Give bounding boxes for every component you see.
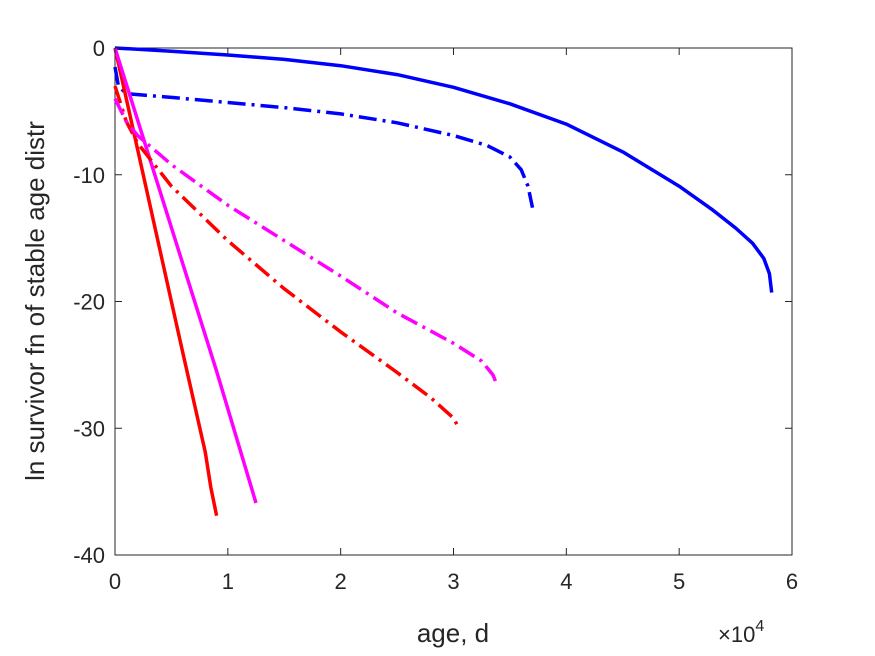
plot-area: [114, 47, 793, 556]
series-layer: [113, 46, 774, 517]
y-tick-label-3: -30: [73, 416, 105, 441]
series-line-4-solid: [113, 47, 258, 504]
series-line-5-dashdot: [113, 85, 459, 426]
x-tick-label-6: 6: [786, 569, 798, 594]
y-axis-label: ln survivor fn of stable age distr: [20, 121, 50, 481]
y-tick-label-2: -20: [73, 290, 105, 315]
x-tick-label-1: 1: [222, 569, 234, 594]
x-tick-labels: 0 1 2 3 4 5 6: [109, 569, 798, 594]
x-axis-multiplier-exponent: 4: [755, 618, 764, 635]
ticks-layer: [114, 47, 793, 556]
y-tick-labels: 0 -10 -20 -30 -40: [73, 36, 105, 568]
y-tick-label-1: -10: [73, 163, 105, 188]
x-axis-multiplier-base: ×10: [718, 622, 755, 647]
x-axis-label: age, d: [417, 618, 489, 648]
x-tick-label-2: 2: [335, 569, 347, 594]
y-tick-label-0: 0: [93, 36, 105, 61]
y-tick-label-4: -40: [73, 543, 105, 568]
x-tick-label-0: 0: [109, 569, 121, 594]
x-tick-label-3: 3: [447, 569, 459, 594]
series-line-2-dashdot: [113, 66, 535, 209]
series-line-6-dashdot: [113, 97, 500, 388]
x-tick-label-5: 5: [673, 569, 685, 594]
series-line-1-solid: [114, 46, 774, 293]
series-line-3-solid: [113, 47, 219, 517]
x-axis-multiplier: ×104: [718, 618, 764, 647]
x-tick-label-4: 4: [560, 569, 572, 594]
